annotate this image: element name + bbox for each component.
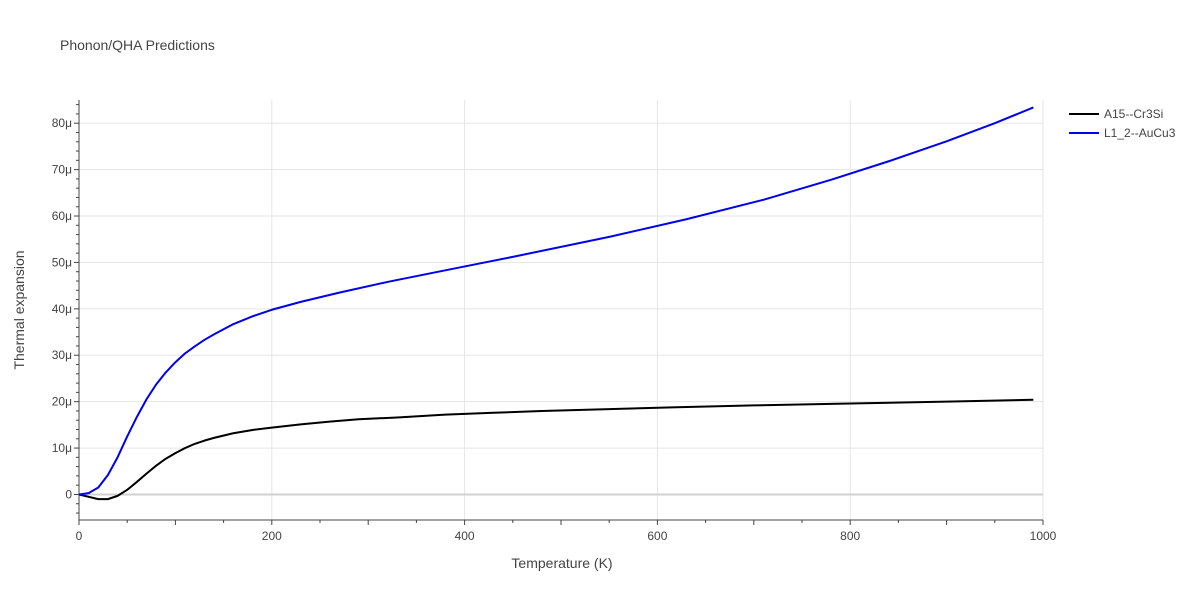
legend[interactable]: A15--Cr3Si L1_2--AuCu3 — [1069, 107, 1176, 140]
x-tick-label: 200 — [262, 529, 282, 543]
legend-label: L1_2--AuCu3 — [1104, 126, 1176, 140]
x-tick-label: 0 — [76, 529, 83, 543]
y-tick-label: 40μ — [52, 302, 72, 316]
y-tick-label: 10μ — [52, 441, 72, 455]
x-tick-label: 600 — [647, 529, 667, 543]
legend-item[interactable]: A15--Cr3Si — [1069, 107, 1163, 121]
y-tick-label: 50μ — [52, 255, 72, 269]
y-tick-label: 30μ — [52, 348, 72, 362]
gridlines — [79, 100, 1044, 520]
y-tick-label: 20μ — [52, 395, 72, 409]
y-tick-label: 0 — [65, 487, 72, 501]
y-axis-title: Thermal expansion — [11, 250, 27, 369]
series-line — [78, 106, 1034, 496]
y-tick-label: 60μ — [52, 209, 72, 223]
x-tick-label: 400 — [455, 529, 475, 543]
chart-title: Phonon/QHA Predictions — [60, 37, 215, 53]
y-tick-label: 70μ — [52, 163, 72, 177]
x-tick-label: 1000 — [1030, 529, 1057, 543]
series-layer — [78, 106, 1034, 501]
legend-label: A15--Cr3Si — [1104, 107, 1163, 121]
x-tick-label: 800 — [840, 529, 860, 543]
y-tick-label: 80μ — [52, 116, 72, 130]
legend-item[interactable]: L1_2--AuCu3 — [1069, 126, 1176, 140]
axes: 0 200 400 600 800 1000 0 10μ 20μ 30μ 40μ 50μ 60μ 70μ 8… — [52, 100, 1057, 543]
x-axis-title: Temperature (K) — [511, 555, 612, 571]
series-line — [78, 398, 1034, 501]
